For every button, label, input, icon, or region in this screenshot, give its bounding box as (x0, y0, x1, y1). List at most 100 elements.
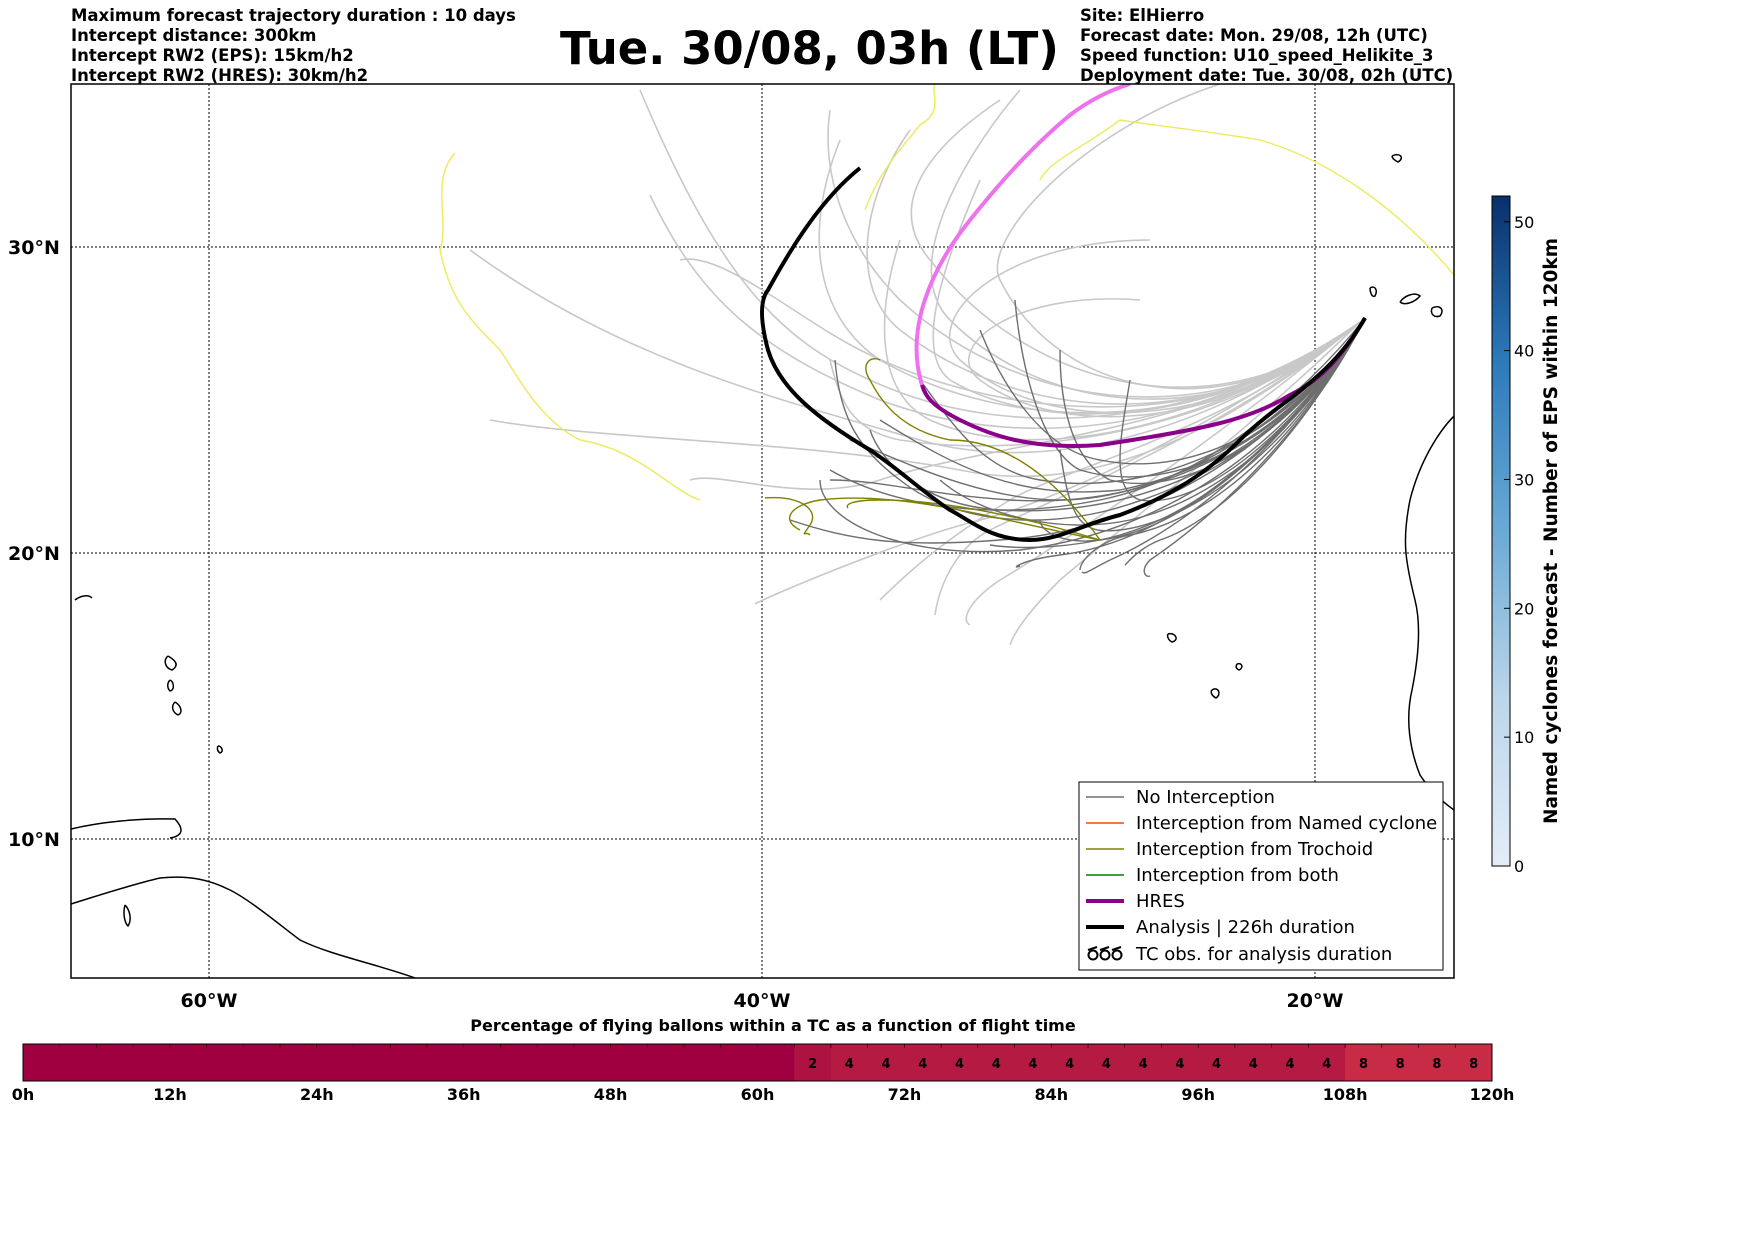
track-no-interception (1059, 317, 1366, 485)
right-colorbar: 0 10 20 30 40 50 Named cyclones forecast - Nu… (1491, 195, 1562, 876)
bar-cell (830, 1044, 869, 1081)
bar-cell (1418, 1044, 1456, 1081)
bar-cell (206, 1044, 244, 1081)
header-left-line: Intercept RW2 (HRES): 30km/h2 (71, 66, 369, 85)
bar-cell (169, 1044, 208, 1081)
header-right: Site: ElHierro Forecast date: Mon. 29/08… (1080, 6, 1453, 86)
track-far (829, 321, 1361, 447)
track-no-interception (1059, 317, 1366, 532)
track-far (932, 179, 1361, 415)
bar-cell (1271, 1044, 1309, 1081)
bar-cell (426, 1044, 465, 1081)
bar-tick-label: 120h (1470, 1085, 1515, 1104)
bar-cells: 2 4 4 4 4 4 4 4 4 4 4 4 4 4 4 8 8 8 8 (22, 1044, 1493, 1081)
far-tracks (469, 84, 1361, 646)
bar-cell-value: 4 (955, 1057, 964, 1072)
colorbar-tick-label: 10 (1514, 728, 1534, 747)
map-content (71, 84, 1454, 978)
bar-cell (353, 1044, 391, 1081)
track-trochoid (788, 497, 1101, 541)
africa-coast (1404, 415, 1454, 811)
track-trochoid (865, 358, 1101, 541)
pink-track (914, 84, 1131, 386)
header-right-line: Forecast date: Mon. 29/08, 12h (UTC) (1080, 26, 1428, 45)
bar-border (22, 1043, 1493, 1082)
island (216, 745, 223, 754)
island (171, 701, 182, 716)
bar-cell (133, 1044, 171, 1081)
bar-cell-value: 8 (1469, 1057, 1478, 1072)
track-far (649, 194, 1361, 429)
bar-cell-value: 2 (808, 1057, 817, 1072)
bar-cell (1308, 1044, 1346, 1081)
header-left-line: Maximum forecast trajectory duration : 1… (71, 6, 516, 25)
bar-cell (1051, 1044, 1089, 1081)
header-right-line: Deployment date: Tue. 30/08, 02h (UTC) (1080, 66, 1454, 85)
colorbar-tick-label: 20 (1514, 599, 1534, 618)
bar-cell (941, 1044, 979, 1081)
legend-box (1078, 781, 1444, 971)
bar-cell (757, 1044, 795, 1081)
legend-label: Interception from Trochoid (1136, 839, 1373, 860)
header-left: Maximum forecast trajectory duration : 1… (71, 6, 516, 86)
axis-labels: 30°N 20°N 10°N 60°W 40°W 20°W (8, 237, 1343, 1012)
bar-cell (1014, 1044, 1052, 1081)
bar-cell (610, 1044, 648, 1081)
track-far (910, 99, 1361, 388)
colorbar-gradient (1491, 195, 1511, 867)
track-trochoid (764, 496, 814, 536)
map-border (70, 83, 1455, 979)
track-trochoid (846, 499, 1101, 541)
legend-label: HRES (1136, 891, 1185, 912)
island (164, 655, 177, 671)
legend-swatch-tc-obs (1087, 946, 1123, 961)
bar-cell-value: 4 (1212, 1057, 1221, 1072)
track-far (883, 239, 1361, 441)
colorbar-label: Named cyclones forecast - Number of EPS … (1541, 238, 1562, 824)
bar-tick-label: 48h (594, 1085, 628, 1104)
track-far (879, 321, 1361, 601)
bar-cell (1455, 1044, 1493, 1081)
bar-cell (720, 1044, 758, 1081)
bar-cell-value: 4 (1102, 1057, 1111, 1072)
island (1235, 662, 1243, 671)
track-far (827, 109, 1361, 398)
bar-cell (96, 1044, 134, 1081)
caribbean-island (71, 818, 182, 839)
bottom-bar-title: Percentage of flying ballons within a TC… (470, 1016, 1076, 1035)
legend-label: Analysis | 226h duration (1136, 917, 1355, 938)
bar-cell (463, 1044, 501, 1081)
track-no-interception (1124, 317, 1366, 566)
bar-tick-label: 24h (300, 1085, 334, 1104)
island (1210, 688, 1220, 699)
lon-label-40w: 40°W (734, 990, 791, 1012)
track-no-interception (879, 317, 1366, 493)
lat-label-30n: 30°N (8, 237, 60, 259)
bar-cell (647, 1044, 685, 1081)
track-no-interception (849, 317, 1366, 501)
bar-tick-label: 0h (12, 1085, 35, 1104)
trochoid-tracks (764, 358, 1101, 541)
island (167, 679, 175, 692)
yellow-tracks (439, 84, 1454, 501)
colorbar-tick-label: 30 (1514, 470, 1534, 489)
bar-cell-value: 4 (992, 1057, 1001, 1072)
legend-label: Interception from both (1136, 865, 1339, 886)
track-far (1009, 321, 1361, 646)
island (1369, 286, 1377, 298)
header-right-line: Site: ElHierro (1080, 6, 1205, 25)
track-no-interception (979, 317, 1366, 465)
island (1166, 632, 1177, 643)
bar-tick-label: 60h (741, 1085, 775, 1104)
bar-cell-value: 4 (918, 1057, 927, 1072)
island (123, 904, 131, 928)
header-left-line: Intercept RW2 (EPS): 15km/h2 (71, 46, 354, 65)
track-no-interception (789, 317, 1366, 544)
bar-tick-label: 12h (153, 1085, 187, 1104)
bar-cell (794, 1044, 832, 1081)
bar-cell (243, 1044, 281, 1081)
track-yellow (439, 152, 701, 501)
bar-tick-label: 36h (447, 1085, 481, 1104)
bar-tick-label: 72h (888, 1085, 922, 1104)
island (1430, 305, 1443, 318)
